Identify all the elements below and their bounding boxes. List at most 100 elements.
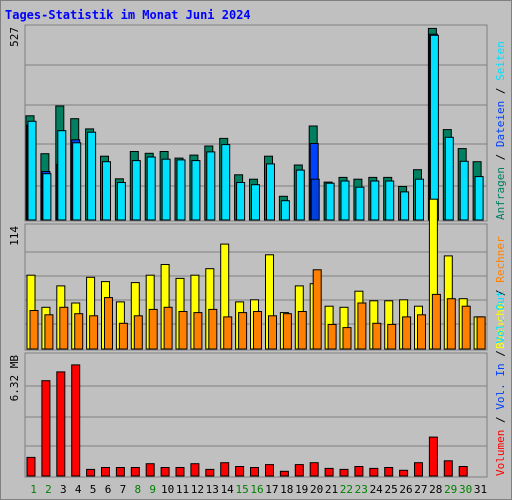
legend-hits: Anfragen / Dateien / Seiten xyxy=(494,41,507,220)
bar-seiten-day-28 xyxy=(429,34,439,221)
bar-rechner-day-29 xyxy=(446,298,456,350)
x-tick-label-day-18: 18 xyxy=(280,483,293,496)
bar-volumen-day-21 xyxy=(324,467,334,477)
bar-seiten-day-4 xyxy=(72,142,82,221)
bar-volumen-day-28 xyxy=(428,436,438,477)
bar-seiten-day-21 xyxy=(325,182,335,221)
x-tick-label-day-8: 8 xyxy=(134,483,141,496)
x-tick-label-day-21: 21 xyxy=(325,483,338,496)
legend-entry-volumen: Volumen xyxy=(494,430,507,476)
legend-entry-vol-out: Vol. Out xyxy=(494,291,507,344)
bar-volumen-day-27 xyxy=(414,462,423,477)
bar-seiten-day-25 xyxy=(385,180,395,221)
x-tick-label-day-24: 24 xyxy=(370,483,384,496)
x-tick-label-day-10: 10 xyxy=(161,483,174,496)
bar-seiten-day-3 xyxy=(57,130,67,221)
bar-volumen-day-16 xyxy=(250,467,259,477)
x-tick-label-day-23: 23 xyxy=(355,483,368,496)
bar-rechner-day-10 xyxy=(163,306,173,350)
bar-rechner-day-2 xyxy=(44,314,54,350)
bar-rechner-day-31 xyxy=(476,316,486,350)
bar-volumen-day-6 xyxy=(101,467,110,477)
chart-panel-hits: 527 Anfragen / Dateien / Seiten xyxy=(8,24,507,222)
bar-volumen-day-23 xyxy=(354,466,364,477)
bar-rechner-day-22 xyxy=(342,327,352,350)
x-tick-label-day-14: 14 xyxy=(221,483,235,496)
x-tick-label-day-22: 22 xyxy=(340,483,353,496)
legend-separator: / xyxy=(494,283,507,303)
bar-seiten-day-15 xyxy=(236,182,246,221)
bar-seiten-day-16 xyxy=(251,184,260,221)
bar-seiten-day-7 xyxy=(116,182,126,221)
bar-volumen-day-25 xyxy=(384,467,394,477)
bar-seiten-day-14 xyxy=(221,144,231,221)
bar-volumen-day-19 xyxy=(294,464,304,477)
x-tick-label-day-1: 1 xyxy=(30,483,37,496)
bar-volumen-day-11 xyxy=(175,467,185,477)
x-tick-label-day-19: 19 xyxy=(295,483,308,496)
bar-volumen-day-13 xyxy=(205,468,215,477)
bar-rechner-day-19 xyxy=(297,311,307,350)
bar-rechner-day-8 xyxy=(133,315,143,350)
bar-rechner-day-18 xyxy=(282,313,292,350)
bar-seiten-day-12 xyxy=(191,160,201,221)
bar-rechner-day-3 xyxy=(59,306,69,350)
x-tick-label-day-6: 6 xyxy=(105,483,112,496)
bar-seiten-day-24 xyxy=(370,180,380,221)
bar-seiten-day-18 xyxy=(280,200,290,221)
x-tick-label-day-7: 7 xyxy=(120,483,127,496)
bar-volumen-day-20 xyxy=(309,462,319,477)
x-tick-label-day-9: 9 xyxy=(149,483,156,496)
bar-rechner-day-20 xyxy=(312,269,322,350)
bar-volumen-day-24 xyxy=(369,467,379,477)
x-tick-label-day-30: 30 xyxy=(459,483,472,496)
y-axis-max-label: 114 xyxy=(8,226,21,246)
x-tick-label-day-12: 12 xyxy=(191,483,204,496)
bar-rechner-day-13 xyxy=(208,308,218,350)
y-axis-max-label: 6.32 MB xyxy=(8,355,21,402)
bar-rechner-day-25 xyxy=(387,323,397,350)
bar-volumen-day-17 xyxy=(265,464,274,477)
bar-rechner-day-15 xyxy=(238,312,248,350)
bar-seiten-day-17 xyxy=(266,163,275,221)
bar-volumen-day-4 xyxy=(71,364,81,477)
bar-rechner-day-30 xyxy=(461,305,471,350)
bar-seiten-day-8 xyxy=(131,160,141,221)
x-tick-label-day-17: 17 xyxy=(265,483,278,496)
bar-rechner-day-1 xyxy=(29,310,39,350)
chart-title: Tages-Statistik im Monat Juni 2024 xyxy=(5,8,251,22)
legend-entry-rechner: Rechner xyxy=(494,236,507,283)
bar-rechner-day-27 xyxy=(417,314,426,350)
bar-volumen-day-5 xyxy=(86,468,96,477)
bar-seiten-day-19 xyxy=(295,169,305,221)
x-tick-label-day-29: 29 xyxy=(444,483,457,496)
bar-seiten-day-27 xyxy=(415,178,424,221)
legend-entry-dateien: Dateien xyxy=(494,101,507,147)
x-tick-label-day-5: 5 xyxy=(90,483,97,496)
x-tick-label-day-27: 27 xyxy=(414,483,427,496)
bar-seiten-day-31 xyxy=(474,176,484,221)
x-tick-label-day-28: 28 xyxy=(429,483,442,496)
bar-seiten-day-11 xyxy=(176,159,186,221)
x-tick-label-day-2: 2 xyxy=(45,483,52,496)
bar-seiten-day-10 xyxy=(161,158,171,221)
bar-rechner-day-4 xyxy=(74,313,84,350)
panel-border xyxy=(24,352,488,478)
bar-seiten-day-5 xyxy=(87,131,97,221)
x-tick-label-day-31: 31 xyxy=(474,483,487,496)
x-tick-label-day-20: 20 xyxy=(310,483,323,496)
legend-visits: Besuche / Rechner xyxy=(494,236,507,349)
bar-seiten-day-29 xyxy=(444,136,454,221)
bar-volumen-day-12 xyxy=(190,463,200,477)
bar-seiten-day-13 xyxy=(206,151,216,221)
bar-seiten-day-9 xyxy=(146,156,156,221)
bar-volumen-day-15 xyxy=(235,466,245,477)
bar-rechner-day-7 xyxy=(118,322,128,350)
bar-volumen-day-14 xyxy=(220,462,230,477)
bar-seiten-day-30 xyxy=(459,160,469,221)
bar-volumen-day-1 xyxy=(26,456,36,477)
legend-entry-anfragen: Anfragen xyxy=(494,167,507,220)
bar-seiten-day-1 xyxy=(27,120,37,221)
x-tick-label-day-16: 16 xyxy=(250,483,263,496)
